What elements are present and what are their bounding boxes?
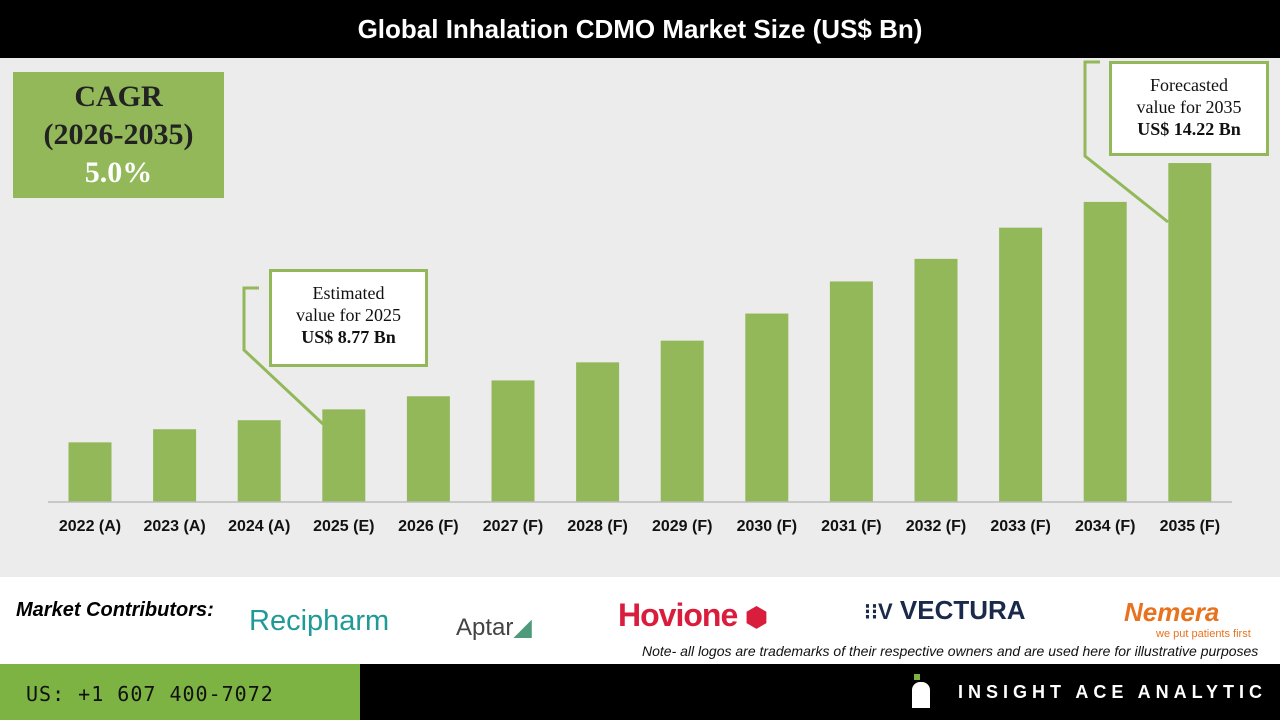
nemera-logo: Nemera we put patients first — [1124, 597, 1251, 640]
x-tick-label: 2022 (A) — [59, 518, 121, 535]
phone-number: US: +1 607 400-7072 — [0, 664, 360, 720]
bar — [1168, 163, 1212, 502]
bar — [237, 420, 281, 502]
callout-line: Estimated — [312, 283, 385, 303]
brand-name: INSIGHT ACE ANALYTIC — [958, 682, 1268, 702]
cagr-box: CAGR (2026-2035) 5.0% — [13, 72, 224, 198]
bar — [406, 396, 450, 502]
bar — [68, 442, 112, 502]
bar — [153, 429, 197, 502]
callout-line: value for 2025 — [296, 305, 401, 325]
bar — [660, 340, 704, 502]
bar — [999, 227, 1043, 502]
callout-line: Forecasted — [1150, 75, 1228, 95]
recipharm-logo: Recipharm — [249, 605, 390, 637]
hovione-logo: Hovione ⬢ — [618, 597, 768, 633]
bar-chart: 2022 (A) 2023 (A) 2024 (A) 2025 (E) 2026 (F)… — [48, 60, 1232, 535]
insight-ace-logo-icon — [912, 674, 932, 710]
x-tick-label: 2029 (F) — [652, 518, 712, 535]
x-tick-label: 2031 (F) — [821, 518, 881, 535]
forecasted-leader-line — [1083, 60, 1169, 224]
callout-line: US$ 8.77 Bn — [301, 327, 396, 347]
x-tick-label: 2023 (A) — [143, 518, 205, 535]
aptar-logo: Aptar◢ — [456, 614, 532, 641]
trademark-note: Note- all logos are trademarks of their … — [642, 643, 1259, 659]
footer-brand-bar: INSIGHT ACE ANALYTIC — [360, 664, 1280, 720]
contributors-section: Market Contributors: Recipharm Aptar◢ Ho… — [0, 577, 1280, 665]
estimated-leader-line — [242, 286, 325, 426]
bar — [1083, 201, 1127, 502]
bar — [491, 380, 535, 502]
forecasted-callout: Forecasted value for 2035 US$ 14.22 Bn — [1109, 61, 1269, 156]
x-tick-label: 2030 (F) — [737, 518, 797, 535]
x-tick-label: 2035 (F) — [1160, 518, 1220, 535]
vectura-logo: ⁝⁝V VECTURA — [864, 595, 1026, 625]
x-tick-label: 2026 (F) — [398, 518, 458, 535]
x-tick-label: 2025 (E) — [313, 518, 374, 535]
x-tick-label: 2028 (F) — [567, 518, 627, 535]
contributors-label: Market Contributors: — [16, 599, 214, 621]
chart-title: Global Inhalation CDMO Market Size (US$ … — [0, 0, 1280, 58]
x-tick-label: 2034 (F) — [1075, 518, 1135, 535]
cagr-period: (2026-2035) — [43, 118, 194, 151]
bar — [322, 409, 366, 502]
bar — [576, 362, 620, 502]
bar — [829, 281, 873, 502]
cagr-value: 5.0% — [84, 156, 153, 189]
x-tick-label: 2027 (F) — [483, 518, 543, 535]
estimated-callout: Estimated value for 2025 US$ 8.77 Bn — [269, 269, 428, 367]
x-tick-label: 2033 (F) — [990, 518, 1050, 535]
bar — [745, 313, 789, 502]
cagr-label: CAGR — [74, 80, 163, 113]
callout-line: value for 2035 — [1136, 97, 1242, 117]
bar — [914, 258, 958, 502]
plot-area: 2022 (A) 2023 (A) 2024 (A) 2025 (E) 2026 (F)… — [0, 58, 1280, 577]
x-tick-label: 2032 (F) — [906, 518, 966, 535]
callout-line: US$ 14.22 Bn — [1137, 119, 1241, 139]
x-tick-label: 2024 (A) — [228, 518, 290, 535]
